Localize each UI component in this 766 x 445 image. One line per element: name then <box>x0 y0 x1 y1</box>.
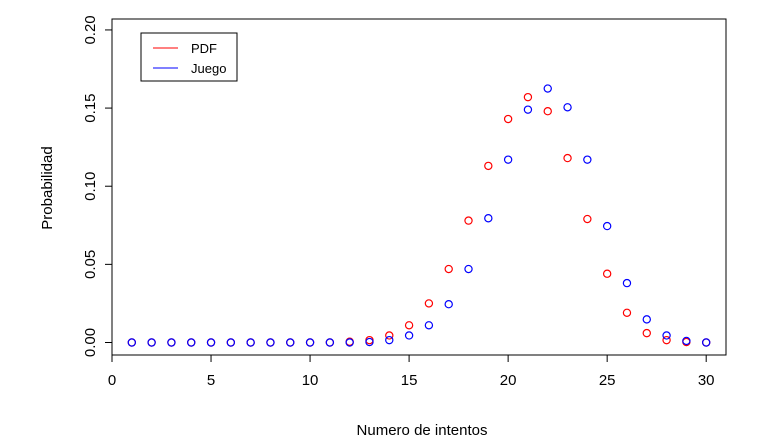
x-tick-label: 30 <box>698 372 715 389</box>
point-juego <box>642 315 651 324</box>
point-juego <box>563 103 572 112</box>
legend-box <box>140 32 238 82</box>
point-juego <box>523 105 533 114</box>
point-pdf <box>543 107 552 116</box>
point-juego <box>424 321 434 330</box>
point-juego <box>206 338 216 347</box>
point-pdf <box>464 216 473 225</box>
point-juego <box>662 331 671 340</box>
point-pdf <box>444 264 453 274</box>
x-tick-label: 5 <box>207 372 215 389</box>
point-pdf <box>563 153 572 163</box>
point-pdf <box>662 335 671 345</box>
point-pdf <box>503 114 513 124</box>
point-juego <box>503 155 513 164</box>
y-axis: 0.00 0.05 0.10 0.15 0.20 <box>82 15 113 357</box>
y-tick-label: 0.10 <box>82 172 99 201</box>
point-juego <box>701 338 711 347</box>
point-juego <box>266 338 275 347</box>
point-juego <box>583 155 592 164</box>
point-pdf <box>622 308 632 318</box>
x-tick-label: 10 <box>302 372 319 389</box>
point-pdf <box>523 92 533 102</box>
point-pdf <box>385 331 394 340</box>
point-juego <box>345 338 354 347</box>
point-juego <box>543 84 552 93</box>
legend-label-juego: Juego <box>191 61 226 76</box>
point-juego <box>365 337 374 347</box>
y-axis-title: Probabilidad <box>39 146 56 229</box>
x-tick-label: 15 <box>401 372 418 389</box>
point-juego <box>404 331 414 340</box>
y-tick-label: 0.00 <box>82 328 99 357</box>
point-juego <box>682 336 691 346</box>
legend: PDF Juego <box>140 32 238 82</box>
point-pdf <box>484 161 493 171</box>
point-juego <box>167 338 176 347</box>
x-axis: 0 5 10 15 20 25 30 <box>108 354 715 389</box>
data-points <box>127 84 711 347</box>
x-tick-label: 0 <box>108 372 116 389</box>
point-juego <box>484 214 493 223</box>
point-pdf <box>583 214 592 224</box>
point-juego <box>147 338 156 347</box>
point-juego <box>325 338 335 347</box>
x-axis-title: Numero de intentos <box>357 422 488 439</box>
legend-label-pdf: PDF <box>191 41 217 56</box>
point-pdf <box>602 269 612 278</box>
point-juego <box>127 338 137 347</box>
point-pdf <box>642 328 651 338</box>
point-juego <box>226 338 236 347</box>
point-juego <box>622 278 632 288</box>
y-tick-label: 0.15 <box>82 93 99 122</box>
point-pdf <box>404 321 414 330</box>
point-juego <box>305 338 315 347</box>
point-juego <box>385 335 394 345</box>
point-juego <box>444 300 453 309</box>
point-juego <box>464 264 473 274</box>
x-tick-label: 20 <box>500 372 517 389</box>
x-tick-label: 25 <box>599 372 616 389</box>
point-juego <box>246 338 255 347</box>
point-juego <box>187 338 196 347</box>
point-pdf <box>424 299 434 308</box>
y-tick-label: 0.05 <box>82 250 99 279</box>
point-juego <box>602 221 612 231</box>
y-tick-label: 0.20 <box>82 15 99 44</box>
point-juego <box>286 338 295 347</box>
